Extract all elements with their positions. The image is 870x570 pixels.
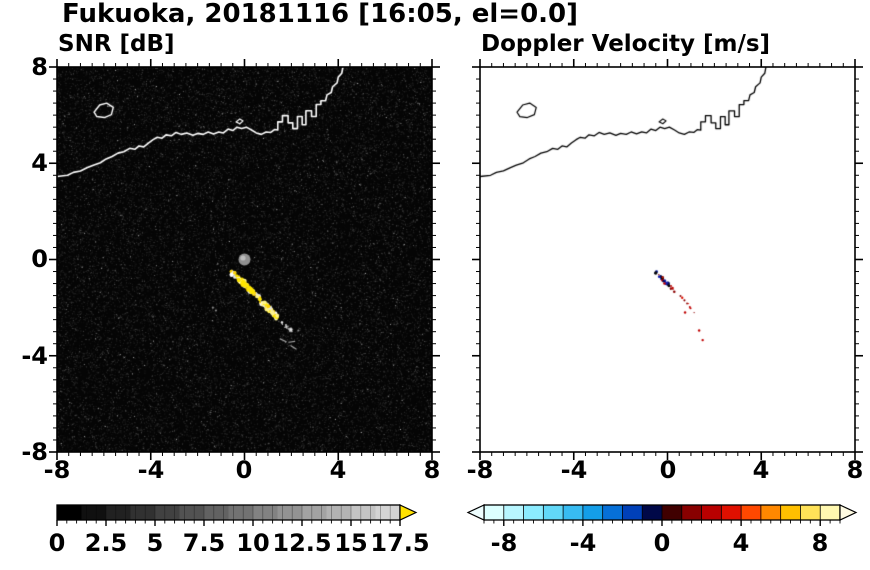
x-tick-label: -4 — [560, 456, 588, 484]
figure-title: Fukuoka, 20181116 [16:05, el=0.0] — [62, 0, 579, 29]
snr-colorbar-label: 10 — [236, 529, 270, 557]
x-tick-label: 4 — [329, 456, 347, 484]
snr-colorbar-label: 0 — [48, 529, 66, 557]
doppler-plot — [480, 67, 855, 452]
snr-plot — [57, 67, 432, 452]
x-tick-label: -4 — [137, 456, 165, 484]
snr-colorbar-label: 5 — [146, 529, 164, 557]
x-tick-label: -8 — [43, 456, 71, 484]
x-tick-label: 8 — [846, 456, 864, 484]
doppler-colorbar-label: -4 — [569, 529, 597, 557]
x-tick-label: 4 — [752, 456, 770, 484]
snr-colorbar-label: 7.5 — [182, 529, 226, 557]
snr-colorbar-label: 2.5 — [84, 529, 128, 557]
doppler-colorbar-label: 4 — [732, 529, 750, 557]
doppler-colorbar-label: -8 — [490, 529, 518, 557]
snr-panel-title: SNR [dB] — [58, 31, 175, 57]
snr-colorbar-label: 12.5 — [272, 529, 332, 557]
y-tick-label: 8 — [31, 53, 48, 81]
y-tick-label: -4 — [21, 342, 48, 370]
doppler-panel-title: Doppler Velocity [m/s] — [481, 31, 771, 57]
doppler-colorbar-label: 8 — [811, 529, 829, 557]
y-tick-label: 4 — [31, 149, 48, 177]
x-tick-label: 0 — [659, 456, 677, 484]
snr-colorbar-label: 15 — [334, 529, 368, 557]
x-tick-label: 8 — [423, 456, 441, 484]
y-tick-label: 0 — [31, 245, 48, 273]
snr-colorbar-label: 17.5 — [370, 529, 430, 557]
doppler-colorbar-label: 0 — [653, 529, 671, 557]
x-tick-label: -8 — [466, 456, 494, 484]
x-tick-label: 0 — [235, 456, 253, 484]
y-tick-label: -8 — [21, 438, 48, 466]
